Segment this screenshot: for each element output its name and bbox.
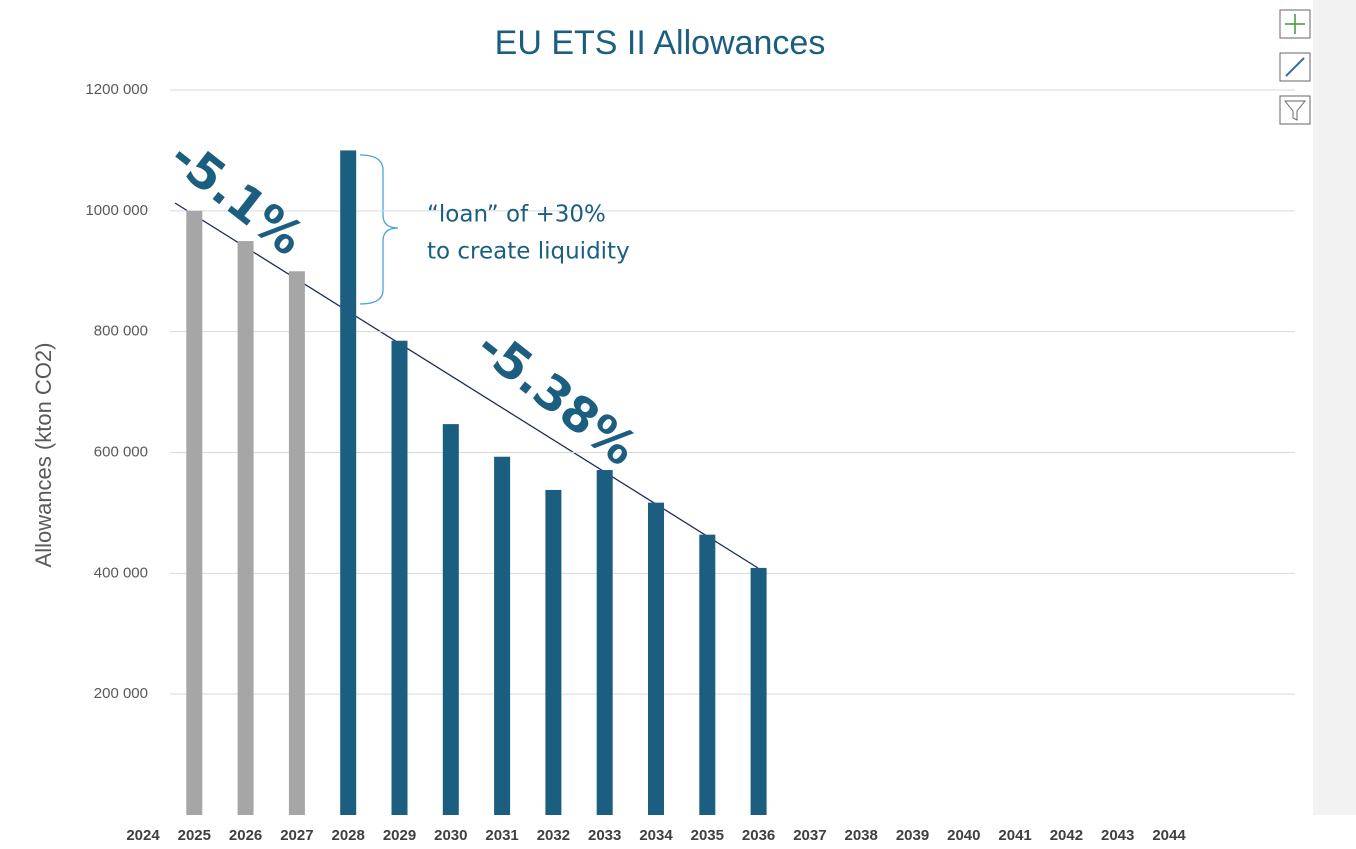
x-tick-label: 2041 xyxy=(998,827,1031,844)
annotation: “loan” of +30% xyxy=(427,202,606,228)
y-tick-label: 400 000 xyxy=(94,564,148,581)
x-tick-label: 2027 xyxy=(280,827,313,844)
x-tick-label: 2036 xyxy=(742,827,775,844)
x-tick-label: 2030 xyxy=(434,827,467,844)
chart-title: EU ETS II Allowances xyxy=(495,24,826,62)
x-tick-label: 2026 xyxy=(229,827,262,844)
y-tick-label: 600 000 xyxy=(94,443,148,460)
x-tick-label: 2024 xyxy=(126,827,160,844)
x-tick-label: 2042 xyxy=(1050,827,1083,844)
x-tick-label: 2033 xyxy=(588,827,621,844)
y-tick-label: 1000 000 xyxy=(85,202,148,219)
x-tick-label: 2028 xyxy=(332,827,365,844)
x-tick-label: 2039 xyxy=(896,827,929,844)
filter-button[interactable] xyxy=(1279,95,1311,125)
bar xyxy=(186,210,203,816)
plus-icon xyxy=(1285,14,1305,34)
bar xyxy=(545,489,562,815)
x-tick-label: 2040 xyxy=(947,827,980,844)
x-tick-label: 2025 xyxy=(178,827,211,844)
side-panel xyxy=(1313,0,1356,815)
bar xyxy=(648,502,664,815)
bar xyxy=(340,150,357,815)
x-tick-label: 2038 xyxy=(845,827,878,844)
bar xyxy=(750,567,767,815)
y-tick-label: 1200 000 xyxy=(85,81,148,98)
y-tick-label: 200 000 xyxy=(94,685,148,702)
bar xyxy=(391,340,408,815)
x-tick-label: 2037 xyxy=(793,827,826,844)
brace xyxy=(359,154,399,305)
annotation: -5.38% xyxy=(466,318,647,477)
x-tick-label: 2035 xyxy=(691,827,724,844)
bar xyxy=(288,271,305,815)
toolbar xyxy=(1279,9,1311,125)
x-tick-label: 2043 xyxy=(1101,827,1134,844)
x-tick-label: 2034 xyxy=(639,827,673,844)
filter-icon xyxy=(1283,100,1307,121)
bar xyxy=(494,456,511,815)
annotation: to create liquidity xyxy=(427,239,630,265)
y-axis-label: Allowances (kton CO2) xyxy=(31,343,56,568)
annotation: -5.1% xyxy=(159,128,314,266)
bar xyxy=(442,424,459,815)
x-tick-label: 2031 xyxy=(485,827,518,844)
y-tick-label: 800 000 xyxy=(94,323,148,340)
x-tick-label: 2029 xyxy=(383,827,416,844)
x-tick-label: 2032 xyxy=(537,827,570,844)
bar xyxy=(237,241,254,815)
x-tick-label: 2044 xyxy=(1152,827,1186,844)
bar xyxy=(699,534,716,815)
bar xyxy=(596,470,613,815)
brush-icon xyxy=(1285,57,1305,77)
